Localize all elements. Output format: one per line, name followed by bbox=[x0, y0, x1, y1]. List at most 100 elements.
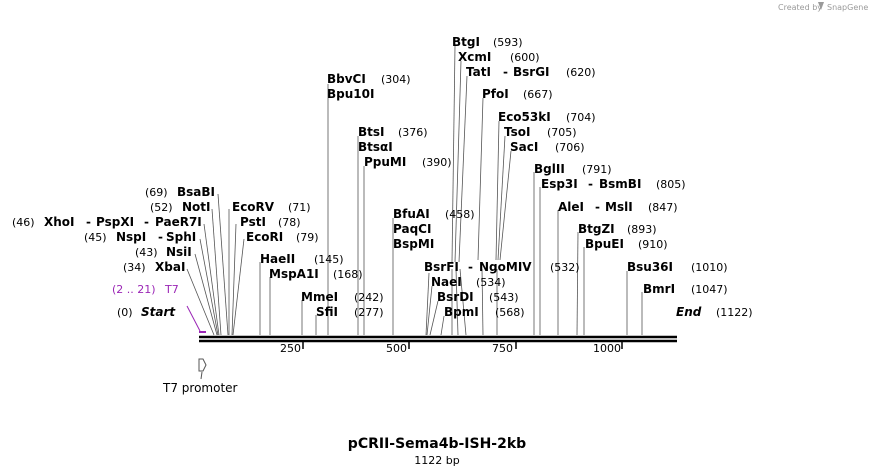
enzyme-bspmi[interactable]: BspMI bbox=[393, 237, 434, 251]
enzyme-separator: - bbox=[503, 65, 508, 79]
enzyme-btsi[interactable]: BtsI bbox=[358, 125, 385, 139]
enzyme-separator: - bbox=[588, 177, 593, 191]
site-pos-bsu36i: (1010) bbox=[691, 261, 728, 274]
enzyme-separator: - bbox=[86, 215, 91, 229]
enzyme-noti[interactable]: NotI bbox=[182, 200, 211, 214]
site-pos-nspi: (45) bbox=[84, 231, 107, 244]
site-pos-btgi: (593) bbox=[493, 36, 523, 49]
site-pos-bpuei: (910) bbox=[638, 238, 668, 251]
t7-primer-leader bbox=[186, 305, 201, 332]
site-pos-bsrfi: (532) bbox=[550, 261, 580, 274]
site-pos-esp3i: (805) bbox=[656, 178, 686, 191]
tick-label-1000: 1000 bbox=[593, 342, 621, 355]
enzyme-bsrfi[interactable]: BsrFI bbox=[424, 260, 459, 274]
enzyme-bmri[interactable]: BmrI bbox=[643, 282, 675, 296]
enzyme-bpu10i[interactable]: Bpu10I bbox=[327, 87, 374, 101]
enzyme-paer7i[interactable]: PaeR7I bbox=[155, 215, 202, 229]
site-pos-btgzi: (893) bbox=[627, 223, 657, 236]
enzyme-pfoi[interactable]: PfoI bbox=[482, 87, 509, 101]
enzyme-alei[interactable]: AleI bbox=[558, 200, 584, 214]
site-pos-psti: (78) bbox=[278, 216, 301, 229]
enzyme-separator: - bbox=[595, 200, 600, 214]
site-pos-xcmi: (600) bbox=[510, 51, 540, 64]
enzyme-sphi[interactable]: SphI bbox=[166, 230, 196, 244]
site-pos-bsrdi: (543) bbox=[489, 291, 519, 304]
site-pos-noti: (52) bbox=[150, 201, 173, 214]
site-pos-xbai: (34) bbox=[123, 261, 146, 274]
enzyme-separator: - bbox=[144, 215, 149, 229]
enzyme-xbai[interactable]: XbaI bbox=[155, 260, 185, 274]
enzyme-naei[interactable]: NaeI bbox=[431, 275, 462, 289]
credit-prefix: Created by bbox=[778, 3, 822, 12]
site-pos-sfii: (277) bbox=[354, 306, 384, 319]
enzyme-nspi[interactable]: NspI bbox=[116, 230, 146, 244]
enzyme-ecorv[interactable]: EcoRV bbox=[232, 200, 275, 214]
t7-promoter-label[interactable]: T7 promoter bbox=[162, 381, 238, 395]
enzyme-mspa1i[interactable]: MspA1I bbox=[269, 267, 319, 281]
site-pos-mspa1i: (168) bbox=[333, 268, 363, 281]
site-pos-bglii: (791) bbox=[582, 163, 612, 176]
enzyme-bpmi[interactable]: BpmI bbox=[444, 305, 479, 319]
enzyme-esp3i[interactable]: Esp3I bbox=[541, 177, 578, 191]
site-pos-ecorv: (71) bbox=[288, 201, 311, 214]
enzyme-separator: - bbox=[158, 230, 163, 244]
enzyme-bpuei[interactable]: BpuEI bbox=[585, 237, 624, 251]
site-pos-bsabi: (69) bbox=[145, 186, 168, 199]
enzyme-mmei[interactable]: MmeI bbox=[301, 290, 338, 304]
site-pos-bbvci: (304) bbox=[381, 73, 411, 86]
site-pos-bpmi: (568) bbox=[495, 306, 525, 319]
site-pos-saci: (706) bbox=[555, 141, 585, 154]
enzyme-ppumi[interactable]: PpuMI bbox=[364, 155, 406, 169]
site-pos-mmei: (242) bbox=[354, 291, 384, 304]
enzyme-bsmbi[interactable]: BsmBI bbox=[599, 177, 641, 191]
enzyme-bglii[interactable]: BglII bbox=[534, 162, 565, 176]
enzyme-xhoi[interactable]: XhoI bbox=[44, 215, 75, 229]
site-pos-tati: (620) bbox=[566, 66, 596, 79]
site-pos-haeii: (145) bbox=[314, 253, 344, 266]
site-pos-btsi: (376) bbox=[398, 126, 428, 139]
enzyme-bsabi[interactable]: BsaBI bbox=[177, 185, 215, 199]
site-pos-bfuai: (458) bbox=[445, 208, 475, 221]
enzyme-paqci[interactable]: PaqCI bbox=[393, 222, 431, 236]
enzyme-btgzi[interactable]: BtgZI bbox=[578, 222, 615, 236]
enzyme-bbvci[interactable]: BbvCI bbox=[327, 72, 366, 86]
enzyme-psti[interactable]: PstI bbox=[240, 215, 266, 229]
enzyme-bsu36i[interactable]: Bsu36I bbox=[627, 260, 673, 274]
map-length: 1122 bp bbox=[414, 454, 459, 467]
site-pos-eco53ki: (704) bbox=[566, 111, 596, 124]
enzyme-haeii[interactable]: HaeII bbox=[260, 252, 295, 266]
site-pos-pfoi: (667) bbox=[523, 88, 553, 101]
site-pos-nsii: (43) bbox=[135, 246, 158, 259]
enzyme-pspxi[interactable]: PspXI bbox=[96, 215, 134, 229]
tick-label-250: 250 bbox=[280, 342, 301, 355]
start-label: Start bbox=[141, 305, 176, 319]
site-pos-alei: (847) bbox=[648, 201, 678, 214]
enzyme-separator: - bbox=[468, 260, 473, 274]
site-pos-tsoi: (705) bbox=[547, 126, 577, 139]
enzyme-msli[interactable]: MslI bbox=[605, 200, 633, 214]
t7-primer-label[interactable]: T7 bbox=[164, 283, 179, 296]
scale-ticks bbox=[302, 342, 623, 349]
enzyme-bsrgi[interactable]: BsrGI bbox=[513, 65, 550, 79]
tick-label-500: 500 bbox=[386, 342, 407, 355]
enzyme-sfii[interactable]: SfiI bbox=[316, 305, 338, 319]
enzyme-tsoi[interactable]: TsoI bbox=[504, 125, 530, 139]
enzyme-ecori[interactable]: EcoRI bbox=[246, 230, 283, 244]
enzyme-bsrdi[interactable]: BsrDI bbox=[437, 290, 474, 304]
enzyme-eco53ki[interactable]: Eco53kI bbox=[498, 110, 551, 124]
enzyme-ngomiv[interactable]: NgoMIV bbox=[479, 260, 532, 274]
enzyme-nsii[interactable]: NsiI bbox=[166, 245, 192, 259]
enzyme-xcmi[interactable]: XcmI bbox=[458, 50, 491, 64]
enzyme-btgi[interactable]: BtgI bbox=[452, 35, 480, 49]
end-position: (1122) bbox=[716, 306, 753, 319]
snapgene-logo-icon bbox=[818, 2, 824, 10]
enzyme-tati[interactable]: TatI bbox=[466, 65, 491, 79]
enzyme-btsai[interactable]: BtsαI bbox=[358, 140, 393, 154]
t7-promoter-feature[interactable] bbox=[198, 358, 207, 380]
site-pos-xhoi: (46) bbox=[12, 216, 35, 229]
site-pos-bmri: (1047) bbox=[691, 283, 728, 296]
map-title: pCRII-Sema4b-ISH-2kb bbox=[348, 436, 526, 452]
enzyme-bfuai[interactable]: BfuAI bbox=[393, 207, 430, 221]
enzyme-saci[interactable]: SacI bbox=[510, 140, 538, 154]
